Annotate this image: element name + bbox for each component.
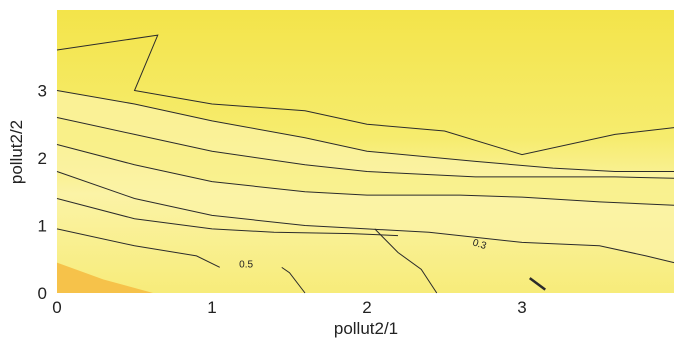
y-tick-label: 1: [38, 217, 47, 236]
x-tick-label: 3: [517, 298, 526, 317]
x-tick-label: 2: [362, 298, 371, 317]
contour-line: [374, 228, 438, 294]
contour-line: [56, 228, 220, 268]
y-axis-label: pollut2/2: [7, 120, 26, 184]
contour-line: [56, 117, 675, 179]
x-tick-label: 1: [207, 298, 216, 317]
y-tick-label: 0: [38, 284, 47, 303]
contour-line: [56, 144, 675, 206]
contour-line: [529, 277, 546, 291]
y-tick-label: 2: [38, 149, 47, 168]
contour-line: [56, 198, 399, 237]
contour-line: [56, 34, 675, 156]
plot-layer: 0.5 0.3: [56, 34, 675, 294]
mid-band: [57, 117, 674, 206]
contour-line: [56, 171, 675, 264]
contour-label: 0.5: [239, 259, 253, 270]
y-tick-label: 3: [38, 82, 47, 101]
high-value-region: [57, 262, 154, 293]
contour-line: [281, 266, 306, 294]
x-axis-label: pollut2/1: [334, 319, 398, 338]
x-tick-label: 0: [52, 298, 61, 317]
contour-line: [56, 90, 674, 172]
axis-layer: 0 1 2 3 0 1 2 3: [38, 82, 527, 318]
contour-label: 0.3: [471, 237, 488, 252]
